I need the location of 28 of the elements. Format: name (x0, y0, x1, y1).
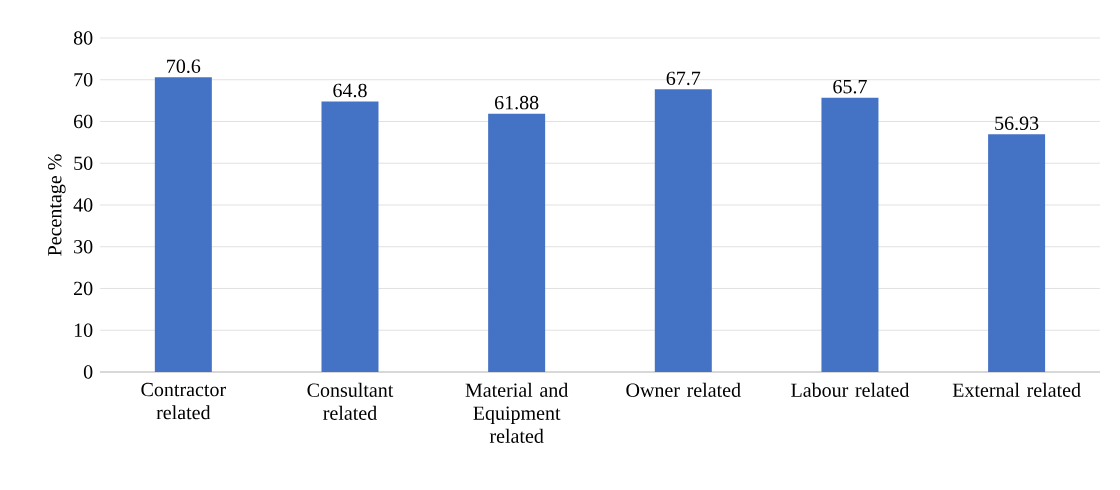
data-label: 56.93 (995, 116, 1039, 131)
x-tick-label: Owner related (626, 382, 741, 397)
x-tick-label: Material and Equipment related (465, 382, 569, 443)
y-tick-label: 40 (73, 198, 93, 212)
bar (821, 97, 879, 372)
y-tick-label: 70 (74, 73, 93, 87)
y-tick-label: 10 (74, 323, 93, 337)
data-label: 64.8 (333, 83, 367, 98)
x-tick-label: Contractor related (141, 382, 226, 420)
bar (321, 101, 379, 372)
data-label: 65.7 (833, 79, 867, 94)
y-tick-label: 60 (74, 114, 93, 129)
y-axis-title: Pecentage % (48, 154, 66, 256)
bar (488, 113, 546, 372)
bar (154, 77, 212, 372)
data-label: 70.6 (167, 59, 201, 74)
x-tick-label: External related (952, 382, 1081, 397)
y-tick-label: 80 (73, 31, 93, 45)
x-tick-label: Consultant related (307, 382, 394, 420)
bar (654, 89, 712, 372)
x-tick-label: Labour related (791, 382, 910, 397)
bar (988, 134, 1046, 372)
data-label: 67.7 (666, 71, 701, 86)
data-label: 61.88 (495, 95, 539, 110)
y-tick-label: 0 (83, 365, 93, 379)
y-tick-label: 20 (74, 281, 93, 296)
y-tick-label: 50 (74, 156, 93, 170)
y-tick-label: 30 (74, 240, 93, 254)
